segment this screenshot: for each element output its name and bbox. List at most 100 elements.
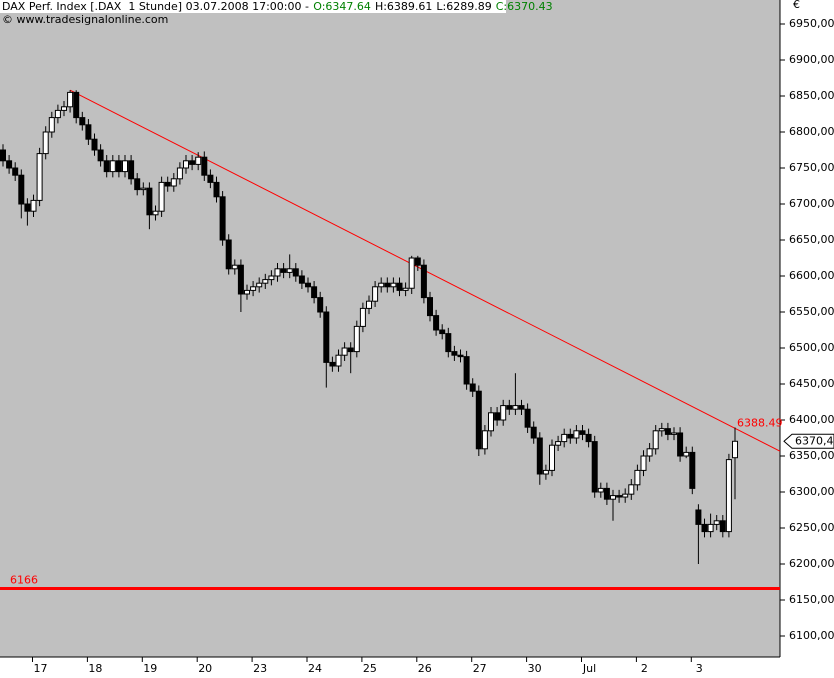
candle-body [689,451,696,489]
candle-body [140,187,147,191]
candle-body [170,178,177,187]
y-tick-label: 6350,00 [789,449,834,462]
candle-body [219,196,226,241]
candle-body [286,268,293,273]
x-tick-label: 23 [253,662,267,675]
candle-body [719,520,726,533]
candle-body [323,311,330,363]
candle-body [24,203,31,212]
candle-body [36,153,43,201]
candle-body [488,412,494,432]
candle-body [530,426,537,439]
candle-body [683,451,690,457]
candle-body [183,160,189,169]
candle-body [701,523,708,533]
candle-body [573,430,580,439]
candle-body [451,351,458,356]
candle-body [664,428,671,435]
x-tick-label: 27 [473,662,487,675]
y-tick-label: 6300,00 [789,485,834,498]
candle-body [439,329,446,335]
y-tick-label: 6250,00 [789,521,834,534]
candle-body [79,117,86,126]
candle-body [207,174,214,183]
candle-body [524,408,531,428]
x-tick-label: 24 [308,662,322,675]
candle-body [408,257,415,289]
candle-body [634,469,641,486]
x-tick-label: 20 [198,662,212,675]
candle-body [567,433,574,439]
y-tick-label: 6900,00 [789,53,834,66]
candle-body [103,160,110,173]
candle-body [67,91,74,108]
candle-body [549,444,555,471]
candle-body [262,279,269,284]
candle-body [640,455,647,471]
candle-body [390,282,397,288]
candle-body [610,495,616,500]
candle-body [146,187,153,216]
candle-body [42,131,49,155]
candle-body [109,160,116,173]
plot-background [0,0,780,657]
candle-body [427,297,433,317]
candle-body [579,430,586,435]
y-tick-label: 6500,00 [789,341,834,354]
candle-body [536,437,543,475]
candle-body [85,124,92,140]
header: DAX Perf. Index [.DAX 1 Stunde] 03.07.20… [2,0,553,13]
candle-body [305,282,311,288]
y-tick-label: 6100,00 [789,629,834,642]
source: © www.tradesignalonline.com [2,13,168,26]
candle-body [494,412,501,421]
candle-body [457,354,464,358]
candle-body [189,160,196,165]
candle-body [658,428,665,432]
candle-body [628,484,635,495]
candle-body [176,167,183,180]
x-tick-label: 26 [418,662,432,675]
candle-body [134,178,141,191]
candle-body [506,405,513,410]
y-tick-label: 6150,00 [789,593,834,606]
chart-title: DAX Perf. Index [.DAX 1 Stunde] 03.07.20… [2,0,309,13]
candle-body [6,160,13,169]
header-ohlc: L:6289.89 [436,0,491,13]
x-tick-label: 30 [528,662,542,675]
last-price-label: 6370,43 [795,434,834,447]
x-tick-label: 18 [88,662,102,675]
candle-body [73,91,80,119]
currency: € [793,0,800,11]
candle-body [274,268,281,277]
candle-body [433,315,440,331]
candle-body [298,275,305,284]
candle-body [463,356,470,385]
candle-body [555,441,562,446]
candle-body [347,347,354,353]
header-ohlc: C:6370.43 [496,0,553,13]
x-tick-label: 17 [34,662,48,675]
candle-body [414,257,421,266]
candle-body [158,181,165,212]
candle-body [616,495,623,498]
header-ohlc: H:6389.61 [375,0,432,13]
candle-body [30,199,37,212]
candle-body [542,469,549,475]
candle-body [597,487,604,493]
candle-body [48,117,55,133]
candle-body [671,432,677,435]
y-tick-label: 6950,00 [789,17,834,30]
candle-body [61,106,67,111]
candle-body [372,286,379,302]
x-tick-label: Jul [582,662,596,675]
candle-body [591,441,598,493]
candle-body [732,440,738,459]
candle-body [695,509,702,525]
candle-body [603,487,610,500]
candle-body [622,493,629,498]
candle-body [378,282,385,288]
candle-body [329,361,336,367]
candle-body [250,286,257,291]
